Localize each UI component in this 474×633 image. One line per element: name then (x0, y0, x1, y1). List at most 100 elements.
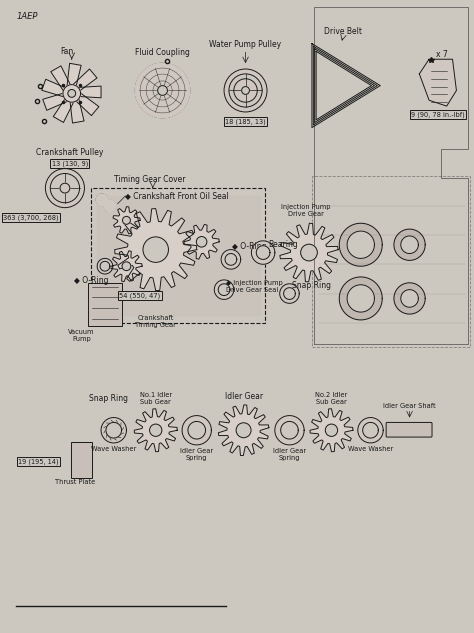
FancyBboxPatch shape (88, 283, 121, 326)
Polygon shape (42, 79, 68, 97)
Text: Water Pump Pulley: Water Pump Pulley (210, 41, 282, 49)
Circle shape (46, 168, 84, 208)
Polygon shape (339, 277, 382, 320)
Text: Wave Washer: Wave Washer (91, 446, 137, 452)
Polygon shape (101, 418, 127, 443)
Polygon shape (251, 241, 275, 264)
Polygon shape (182, 416, 211, 445)
Text: Idler Gear
Spring: Idler Gear Spring (180, 448, 213, 461)
Polygon shape (43, 92, 69, 110)
Text: 19 (195, 14): 19 (195, 14) (18, 458, 59, 465)
Polygon shape (280, 284, 299, 303)
Circle shape (150, 424, 162, 436)
Polygon shape (401, 236, 419, 254)
Polygon shape (347, 231, 374, 258)
Text: ◆ Crankshaft Front Oil Seal: ◆ Crankshaft Front Oil Seal (126, 191, 229, 201)
Text: ◆ O-Ring: ◆ O-Ring (232, 242, 266, 251)
Polygon shape (53, 96, 74, 122)
Polygon shape (188, 422, 206, 439)
Polygon shape (218, 284, 230, 296)
Text: ◆ Injection Pump
Drive Gear Seal: ◆ Injection Pump Drive Gear Seal (226, 280, 283, 293)
Polygon shape (283, 288, 295, 299)
Circle shape (234, 78, 257, 102)
Text: Drive Belt: Drive Belt (324, 27, 362, 36)
Circle shape (325, 424, 337, 436)
Text: 13 (130, 9): 13 (130, 9) (52, 160, 88, 167)
Circle shape (108, 203, 112, 208)
Circle shape (229, 74, 262, 107)
Polygon shape (73, 92, 99, 116)
Text: Thrust Plate: Thrust Plate (55, 479, 95, 485)
Text: Wave Washer: Wave Washer (348, 446, 393, 452)
Polygon shape (97, 258, 113, 274)
Polygon shape (184, 225, 219, 259)
Circle shape (50, 173, 80, 203)
Polygon shape (214, 280, 234, 299)
Circle shape (196, 237, 207, 247)
Circle shape (96, 194, 108, 206)
Polygon shape (394, 229, 425, 260)
Polygon shape (339, 223, 382, 266)
Polygon shape (275, 416, 304, 445)
Polygon shape (358, 418, 383, 443)
Circle shape (242, 87, 249, 94)
Text: No.1 Idler
Sub Gear: No.1 Idler Sub Gear (140, 392, 172, 405)
FancyBboxPatch shape (386, 422, 432, 437)
Circle shape (68, 89, 76, 97)
Circle shape (122, 262, 131, 271)
Polygon shape (113, 206, 140, 234)
Polygon shape (281, 422, 298, 439)
Text: Crankshaft
Timing Gear: Crankshaft Timing Gear (135, 315, 176, 328)
Circle shape (122, 216, 130, 224)
Circle shape (236, 423, 251, 437)
Text: 363 (3,700, 268): 363 (3,700, 268) (3, 214, 59, 221)
Polygon shape (115, 209, 197, 291)
Polygon shape (221, 249, 241, 269)
Text: Injection Pump
Drive Gear: Injection Pump Drive Gear (282, 204, 331, 217)
Text: Timing Gear Cover: Timing Gear Cover (114, 175, 186, 184)
Text: Idler Gear
Spring: Idler Gear Spring (273, 448, 306, 461)
Text: x 7: x 7 (436, 50, 447, 60)
Polygon shape (77, 86, 101, 98)
Text: No.2 Idler
Sub Gear: No.2 Idler Sub Gear (315, 392, 347, 405)
Text: Snap Ring: Snap Ring (292, 281, 331, 291)
Polygon shape (280, 223, 338, 282)
Polygon shape (394, 283, 425, 314)
Polygon shape (100, 261, 110, 271)
Circle shape (135, 63, 190, 118)
Text: Idler Gear: Idler Gear (225, 392, 263, 401)
Circle shape (60, 183, 70, 193)
Polygon shape (310, 409, 353, 452)
Text: ◆ O-Ring: ◆ O-Ring (74, 276, 109, 285)
Text: Vacuum
Pump: Vacuum Pump (68, 329, 95, 342)
Text: 54 (550, 47): 54 (550, 47) (119, 292, 161, 299)
Polygon shape (97, 196, 260, 315)
Polygon shape (134, 409, 177, 452)
Text: Snap Ring: Snap Ring (89, 394, 128, 403)
Polygon shape (347, 285, 374, 312)
Polygon shape (219, 405, 269, 456)
Polygon shape (225, 254, 237, 265)
Text: Fan: Fan (60, 47, 73, 56)
Polygon shape (67, 63, 81, 89)
Circle shape (100, 197, 104, 203)
Circle shape (104, 200, 116, 211)
Polygon shape (51, 66, 72, 92)
Text: Idler Gear Shaft: Idler Gear Shaft (383, 403, 436, 409)
Polygon shape (256, 246, 270, 260)
Circle shape (158, 85, 167, 96)
Text: Crankshaft Pulley: Crankshaft Pulley (36, 148, 103, 157)
Text: 9 (90, 78 in.-lbf): 9 (90, 78 in.-lbf) (411, 111, 465, 118)
Circle shape (224, 69, 267, 112)
Circle shape (143, 237, 168, 262)
Polygon shape (106, 422, 121, 438)
Text: Bearing: Bearing (268, 241, 298, 249)
Polygon shape (72, 69, 97, 92)
Polygon shape (419, 60, 456, 106)
Polygon shape (401, 290, 419, 307)
Polygon shape (70, 97, 84, 123)
Polygon shape (363, 422, 378, 438)
Polygon shape (111, 251, 142, 282)
Circle shape (63, 85, 81, 102)
Text: Fluid Coupling: Fluid Coupling (135, 48, 190, 58)
